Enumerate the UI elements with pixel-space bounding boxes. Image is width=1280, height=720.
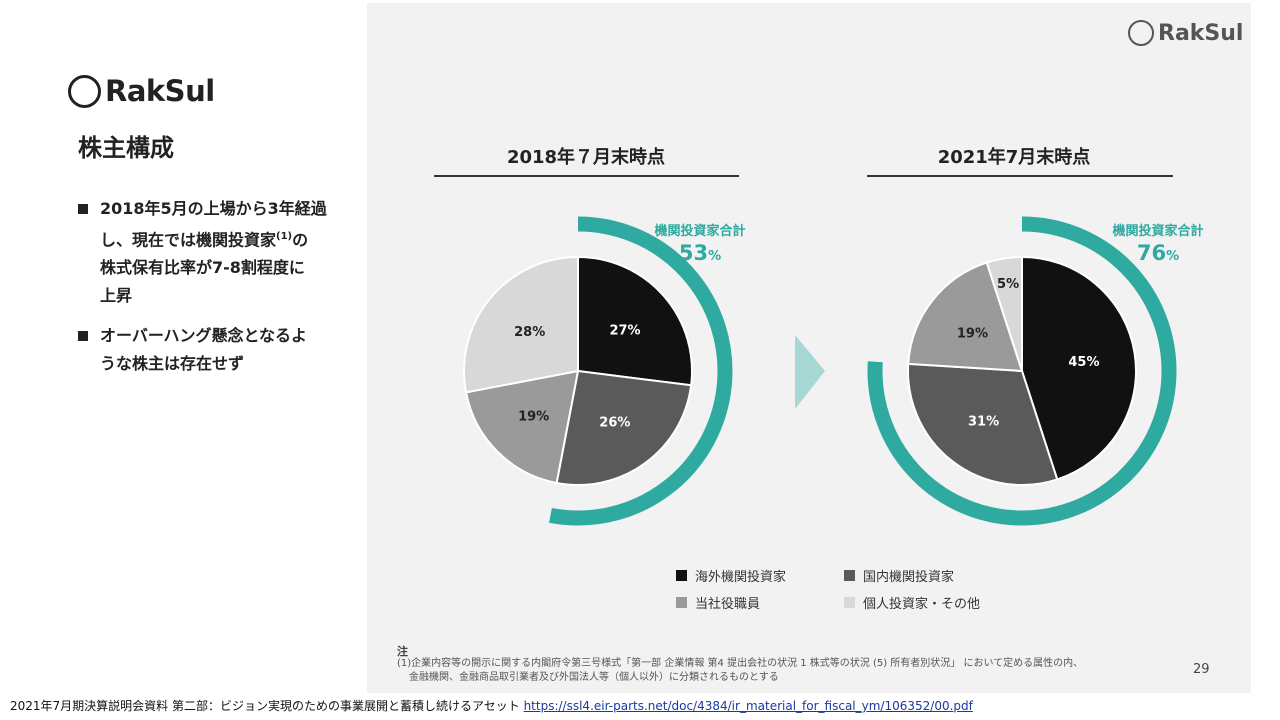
pie-slice bbox=[555, 369, 693, 486]
institutional-total-label: 機関投資家合計 bbox=[1112, 223, 1203, 239]
institutional-total-value: 76% bbox=[1137, 241, 1179, 265]
bullet-text: の bbox=[292, 230, 309, 250]
raksul-logo-mark-icon bbox=[1128, 20, 1154, 46]
raksul-logo-text: RakSul bbox=[1158, 20, 1244, 46]
raksul-logo-text: RakSul bbox=[105, 74, 215, 108]
bullet-text: オーバーハング懸念となるよ bbox=[100, 326, 308, 346]
note-line: (1)企業内容等の開示に関する内閣府令第三号様式「第一部 企業情報 第4 提出会… bbox=[397, 658, 1084, 669]
note-line: 金融機関、金融商品取引業者及び外国法人等（個人以外）に分類されるものとする bbox=[409, 672, 779, 683]
legend-item-domestic: 国内機関投資家 bbox=[844, 566, 1012, 585]
bullet-text: 上昇 bbox=[100, 286, 133, 306]
transition-arrow-icon bbox=[795, 335, 825, 409]
footer-text: 2021年7月期決算説明会資料 第二部：ビジョン実現のための事業展開と蓄積し続け… bbox=[10, 699, 524, 713]
footer-caption: 2021年7月期決算説明会資料 第二部：ビジョン実現のための事業展開と蓄積し続け… bbox=[10, 697, 973, 714]
institutional-ring bbox=[549, 216, 733, 526]
legend-label: 当社役職員 bbox=[695, 597, 761, 612]
bullet-text: 株式保有比率が7-8割程度に bbox=[100, 258, 305, 278]
pie-slice bbox=[907, 261, 1024, 373]
page-title: 株主構成 bbox=[78, 134, 174, 162]
bullet-text: し、現在では機関投資家 bbox=[100, 230, 277, 250]
legend-swatch bbox=[844, 570, 855, 581]
footer-link[interactable]: https://ssl4.eir-parts.net/doc/4384/ir_m… bbox=[523, 699, 973, 713]
legend-label: 国内機関投資家 bbox=[863, 570, 955, 585]
pie-slice-label: 26% bbox=[599, 416, 630, 431]
bullet-list: 2018年5月の上場から3年経過 し、現在では機関投資家(1)の 株式保有比率が… bbox=[78, 195, 353, 390]
legend-label: 個人投資家・その他 bbox=[863, 597, 981, 612]
pie-slice-label: 19% bbox=[518, 409, 549, 424]
left-panel: RakSul 株主構成 2018年5月の上場から3年経過 し、現在では機関投資家… bbox=[0, 0, 367, 693]
note-label: 注 bbox=[397, 645, 408, 658]
pie-slice-label: 45% bbox=[1068, 355, 1099, 370]
pie-slice bbox=[464, 369, 580, 485]
bullet-item: 2018年5月の上場から3年経過 し、現在では機関投資家(1)の 株式保有比率が… bbox=[78, 195, 353, 310]
chart-title: 2021年7月末時点 bbox=[938, 146, 1091, 168]
legend-label: 海外機関投資家 bbox=[695, 570, 787, 585]
legend-item-individuals: 個人投資家・その他 bbox=[844, 593, 1012, 612]
pie-slice-label: 31% bbox=[968, 415, 999, 430]
legend-swatch bbox=[676, 597, 687, 608]
legend: 海外機関投資家 国内機関投資家 当社役職員 個人投資家・その他 bbox=[676, 566, 1016, 612]
legend-swatch bbox=[676, 570, 687, 581]
institutional-total-value: 53% bbox=[679, 241, 721, 265]
pie-slice-label: 28% bbox=[514, 325, 545, 340]
legend-item-overseas: 海外機関投資家 bbox=[676, 566, 844, 585]
bullet-text: うな株主は存在せず bbox=[100, 354, 245, 374]
raksul-logo-mark-icon bbox=[68, 74, 101, 108]
legend-item-officers: 当社役職員 bbox=[676, 593, 844, 612]
institutional-total-unit: % bbox=[1166, 249, 1179, 264]
bullet-square-icon bbox=[78, 331, 88, 342]
bullet-item: オーバーハング懸念となるよ うな株主は存在せず bbox=[78, 322, 353, 378]
institutional-total-label: 機関投資家合計 bbox=[654, 223, 745, 239]
footnote-marker: (1) bbox=[276, 231, 293, 242]
raksul-logo-small: RakSul bbox=[1128, 20, 1243, 46]
bullet-square-icon bbox=[78, 204, 88, 214]
note-text: (1)企業内容等の開示に関する内閣府令第三号様式「第一部 企業情報 第4 提出会… bbox=[397, 657, 1187, 685]
pie-slice bbox=[577, 255, 693, 387]
raksul-logo: RakSul bbox=[68, 74, 215, 108]
pie-slice-label: 19% bbox=[957, 327, 988, 342]
bullet-text: 2018年5月の上場から3年経過 bbox=[100, 199, 327, 218]
institutional-ring bbox=[867, 216, 1177, 526]
page-number: 29 bbox=[1193, 662, 1210, 677]
pie-slice bbox=[463, 255, 579, 394]
pie-slice bbox=[1021, 255, 1137, 481]
pie-slice-label: 5% bbox=[997, 277, 1019, 292]
chart-title: 2018年７月末時点 bbox=[507, 146, 665, 168]
pie-slice-label: 27% bbox=[609, 324, 640, 339]
pie-slice bbox=[985, 255, 1023, 372]
legend-swatch bbox=[844, 597, 855, 608]
pie-slice bbox=[907, 362, 1059, 486]
institutional-total-unit: % bbox=[708, 249, 721, 264]
